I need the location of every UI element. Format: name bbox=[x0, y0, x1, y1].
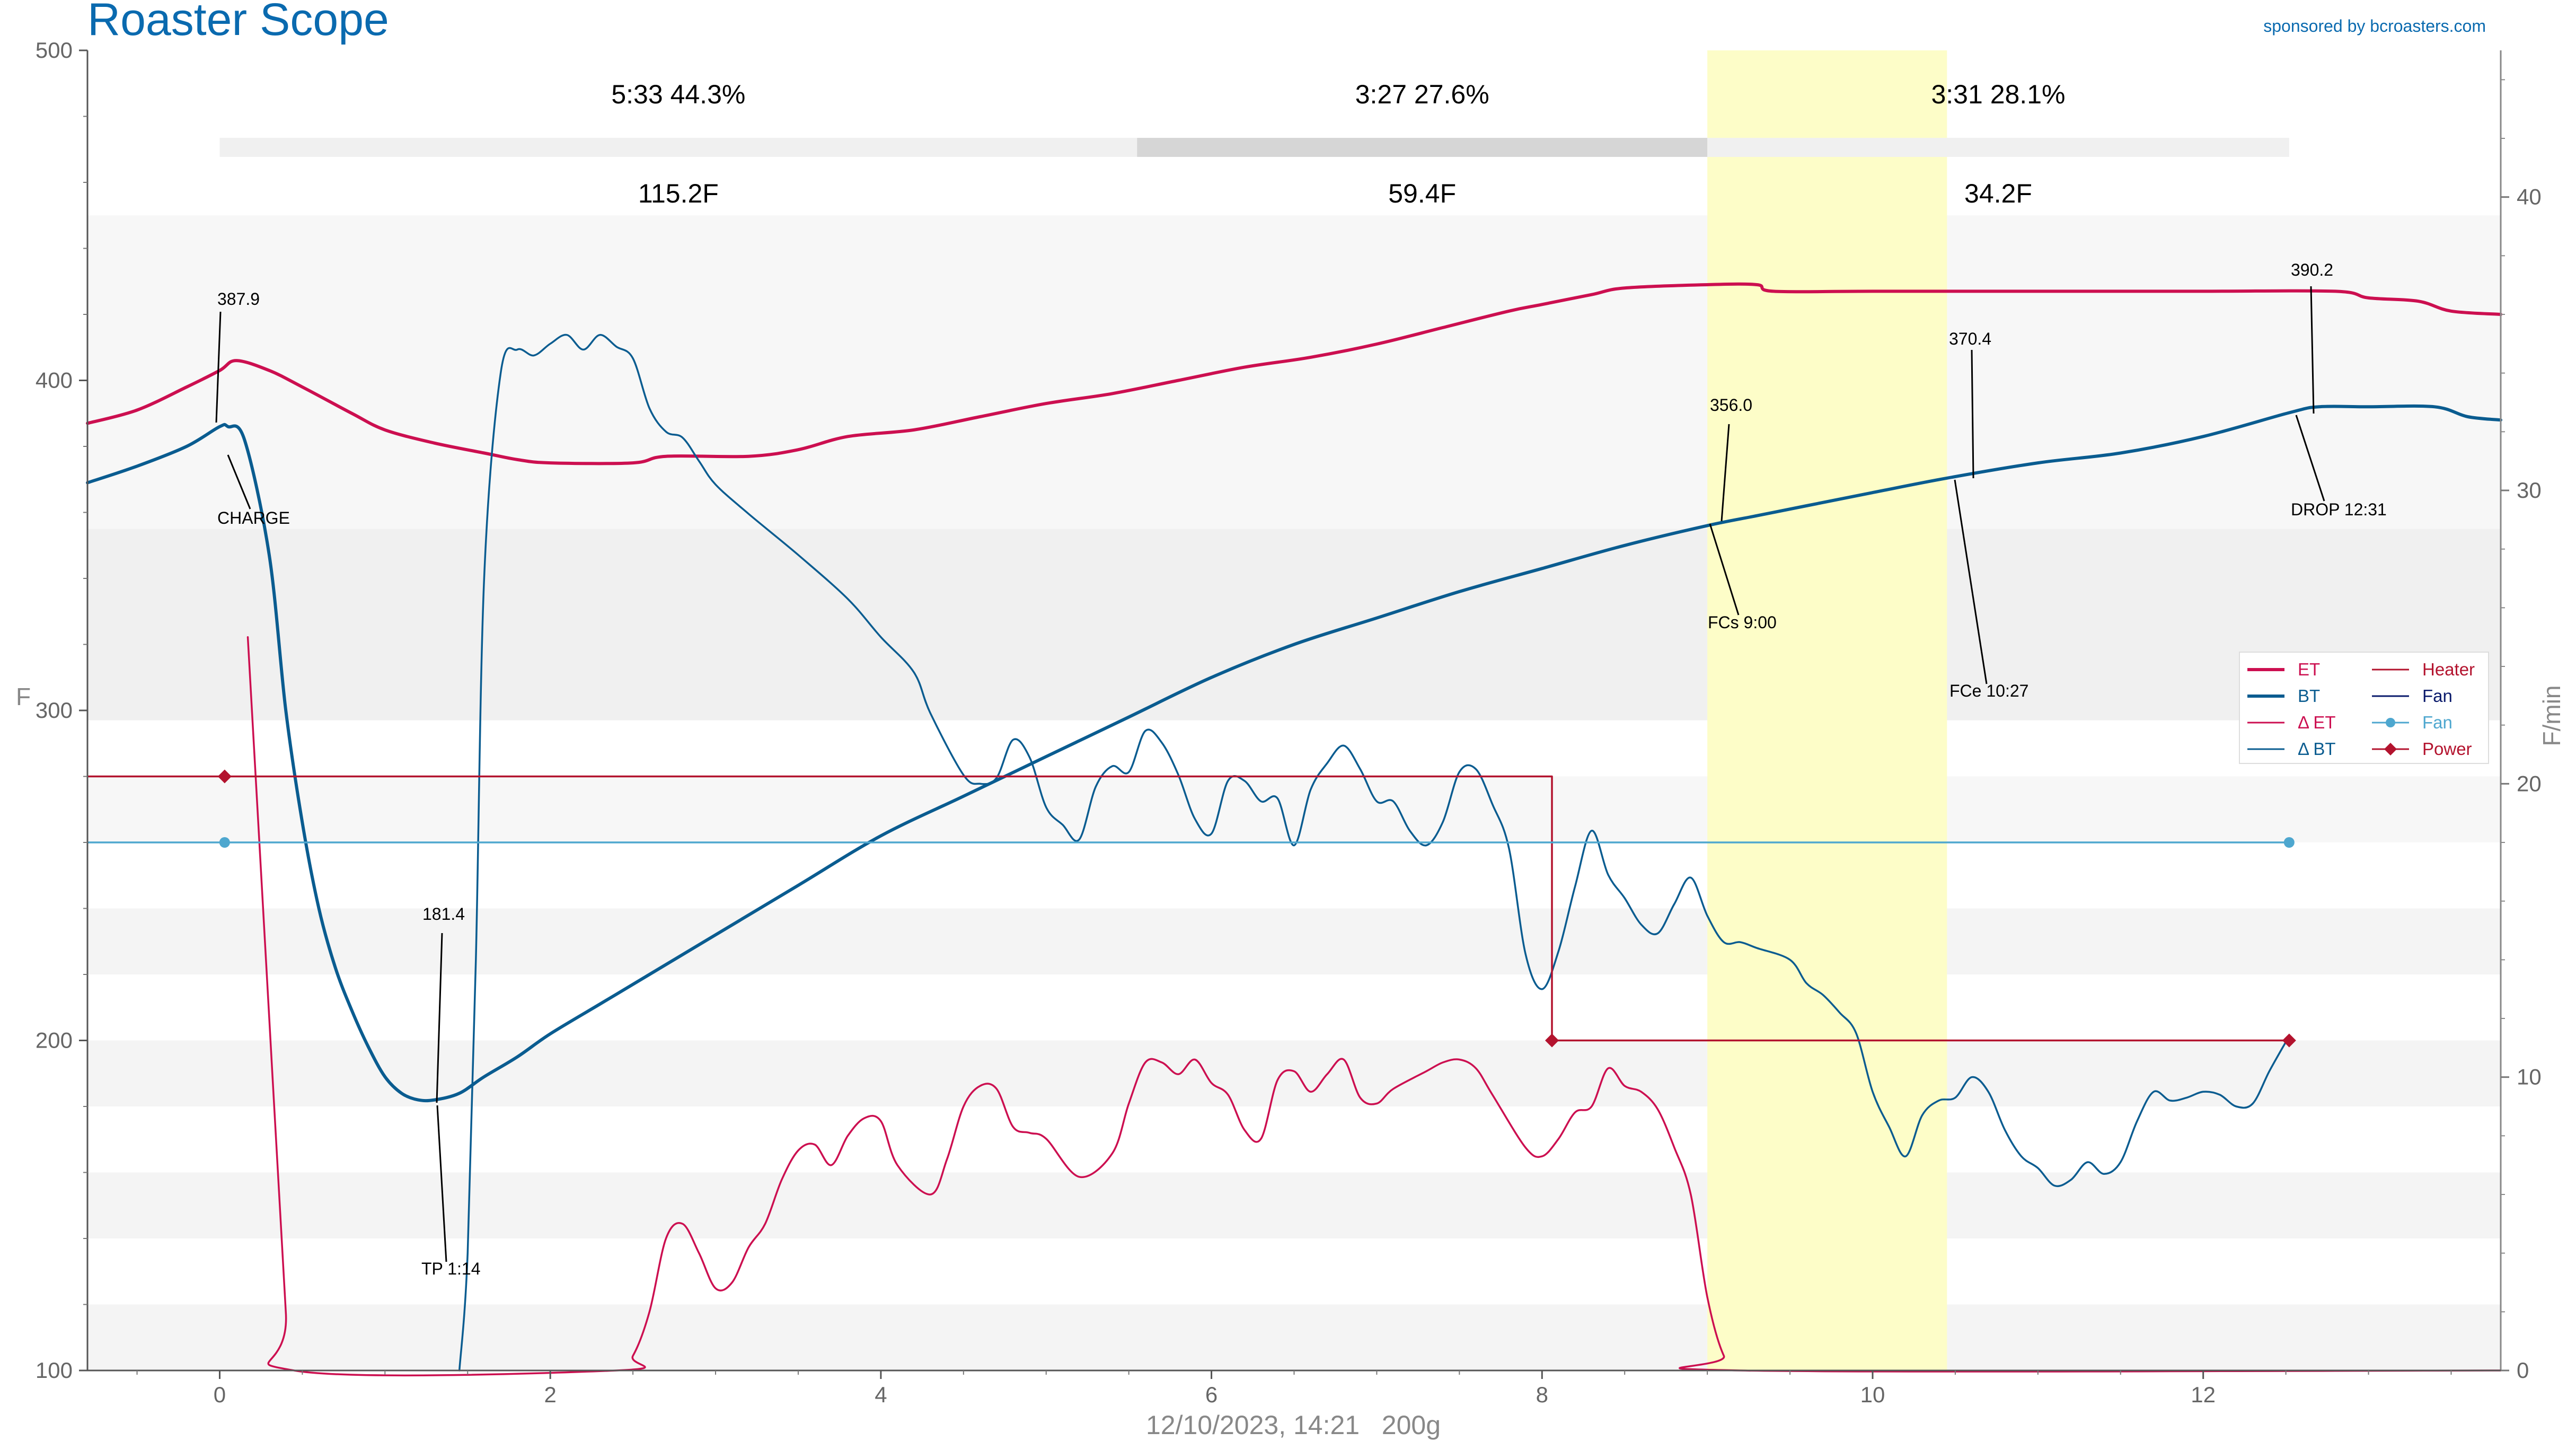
phase-rise-2: 59.4F bbox=[1388, 179, 1456, 208]
power-diamond-1 bbox=[1545, 1033, 1559, 1048]
annotation-value-charge: 387.9 bbox=[217, 289, 260, 309]
annotation-event-drop: DROP 12:31 bbox=[2291, 500, 2387, 519]
y2-tick-label-30: 30 bbox=[2517, 478, 2542, 503]
x-tick-label-10: 10 bbox=[1860, 1382, 1885, 1407]
annotation-event-leader-tp bbox=[436, 1105, 447, 1262]
x-tick-label-2: 2 bbox=[544, 1382, 556, 1407]
grid-band-3 bbox=[87, 776, 2501, 842]
annotation-value-leader-charge bbox=[215, 311, 222, 423]
legend-label-fan-line: Fan bbox=[2422, 713, 2453, 732]
legend-label-delta-et: Δ ET bbox=[2298, 713, 2336, 732]
power-diamond-2 bbox=[2282, 1033, 2296, 1048]
legend-label-delta-bt: Δ BT bbox=[2298, 739, 2336, 759]
series-markers bbox=[217, 769, 2296, 1048]
annotation-value-leader-fce bbox=[1971, 349, 1974, 479]
legend-label-et: ET bbox=[2298, 660, 2320, 679]
annotation-value-leader-drop bbox=[2310, 286, 2315, 414]
y-tick-label-100: 100 bbox=[36, 1358, 73, 1383]
y2-tick-label-10: 10 bbox=[2517, 1065, 2542, 1089]
fan-dot-0 bbox=[219, 837, 230, 848]
legend-diamond-power bbox=[2384, 743, 2397, 755]
y-tick-label-400: 400 bbox=[36, 368, 73, 393]
development-band bbox=[1707, 50, 1947, 1370]
legend-label-bt: BT bbox=[2298, 686, 2320, 706]
annotation-event-fce: FCe 10:27 bbox=[1949, 681, 2028, 700]
y-tick-label-500: 500 bbox=[36, 38, 73, 63]
grid-band-4 bbox=[87, 908, 2501, 974]
annotation-value-tp: 181.4 bbox=[422, 904, 465, 924]
phase-time-pct-2: 3:27 27.6% bbox=[1355, 80, 1489, 109]
series-et bbox=[86, 282, 2502, 465]
phase-bars: 5:33 44.3% 115.2F 3:27 27.6% 59.4F 3:31 28.1… bbox=[219, 80, 2289, 208]
phase-bar-2 bbox=[1137, 138, 1708, 157]
x-tick-label-0: 0 bbox=[214, 1382, 226, 1407]
series-heater bbox=[86, 775, 2290, 1042]
sponsor-text: sponsored by bcroasters.com bbox=[2263, 16, 2486, 36]
y-tick-label-300: 300 bbox=[36, 698, 73, 723]
x-tick-label-6: 6 bbox=[1205, 1382, 1218, 1407]
annotation-event-leader-fce bbox=[1954, 479, 1988, 684]
grid-band-7 bbox=[87, 1304, 2501, 1370]
annotation-event-leader-fcs bbox=[1709, 523, 1740, 616]
annotation-event-fcs: FCs 9:00 bbox=[1708, 613, 1777, 632]
phase-time-pct-3: 3:31 28.1% bbox=[1931, 80, 2065, 109]
x-tick-label-12: 12 bbox=[2191, 1382, 2216, 1407]
series-delta-et bbox=[246, 636, 2502, 1377]
legend-label-fan: Fan bbox=[2422, 686, 2453, 706]
phase-bar-1 bbox=[219, 138, 1137, 157]
legend-dot-fan-line bbox=[2386, 718, 2395, 727]
phase-rise-3: 34.2F bbox=[1964, 179, 2032, 208]
phase-bar-3 bbox=[1707, 138, 2289, 157]
legend-label-power: Power bbox=[2422, 739, 2472, 759]
legend: ET BT Δ ET Δ BT Heater Fan Fan Power bbox=[2239, 652, 2489, 764]
annotation-value-leader-tp bbox=[436, 933, 443, 1103]
annotation-event-leader-drop bbox=[2295, 415, 2325, 502]
grid-band-0 bbox=[87, 215, 2501, 381]
development-highlight bbox=[1707, 50, 1947, 1370]
annotation-event-leader-charge bbox=[227, 454, 251, 509]
annotation-value-leader-fcs bbox=[1721, 424, 1730, 522]
grid-band-6 bbox=[87, 1172, 2501, 1238]
y2-axis-label: F/min bbox=[2538, 686, 2565, 746]
series-lines bbox=[86, 282, 2502, 1377]
y-tick-label-200: 200 bbox=[36, 1028, 73, 1053]
x-tick-label-8: 8 bbox=[1536, 1382, 1548, 1407]
phase-time-pct-1: 5:33 44.3% bbox=[611, 80, 745, 109]
background-bands bbox=[87, 215, 2501, 1370]
series-delta-bt bbox=[458, 333, 2287, 1372]
legend-label-heater: Heater bbox=[2422, 660, 2475, 679]
y2-tick-label-0: 0 bbox=[2517, 1358, 2529, 1383]
annotation-value-fce: 370.4 bbox=[1949, 329, 1991, 348]
phase-rise-1: 115.2F bbox=[638, 179, 719, 208]
series-bt bbox=[86, 404, 2502, 1103]
y2-tick-label-40: 40 bbox=[2517, 184, 2542, 209]
fan-dot-1 bbox=[2283, 837, 2295, 848]
y2-tick-label-20: 20 bbox=[2517, 771, 2542, 796]
annotation-event-tp: TP 1:14 bbox=[421, 1259, 480, 1278]
annotation-event-charge: CHARGE bbox=[217, 508, 290, 528]
footer-caption: 12/10/2023, 14:21 200g bbox=[1146, 1410, 1441, 1440]
event-annotations: 387.9 CHARGE 181.4 TP 1:14 356.0 FCs 9:00 370.… bbox=[215, 260, 2387, 1278]
grid-band-2 bbox=[87, 529, 2501, 720]
app-title: Roaster Scope bbox=[87, 0, 389, 45]
annotation-value-fcs: 356.0 bbox=[1710, 396, 1752, 415]
grid-band-1 bbox=[87, 380, 2501, 529]
y-axis-label: F bbox=[16, 683, 31, 710]
x-tick-label-4: 4 bbox=[875, 1382, 887, 1407]
power-diamond-0 bbox=[217, 769, 232, 784]
annotation-value-drop: 390.2 bbox=[2291, 260, 2333, 279]
